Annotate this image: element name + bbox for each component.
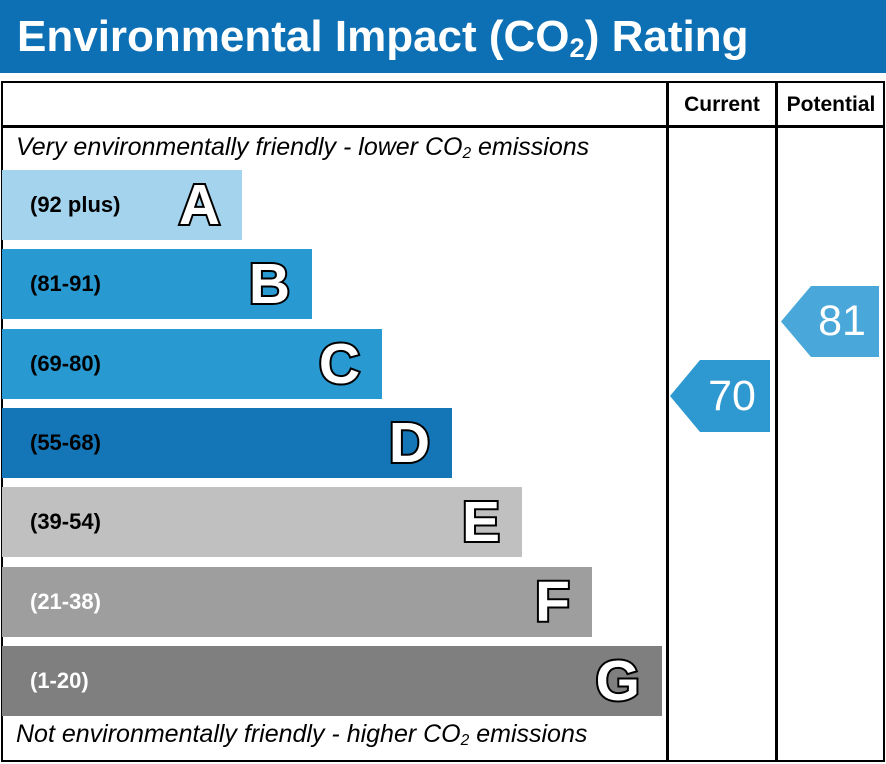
band-letter: G [594,648,642,713]
rating-band-e: (39-54) E [2,487,522,557]
rating-band-f: (21-38) F [2,567,592,637]
band-letter: A [177,172,222,237]
band-letter: E [460,489,502,554]
note-text-part: emissions [471,133,590,161]
bottom-note: Not environmentally friendly - higher CO… [16,720,587,749]
band-letter: F [533,569,572,634]
band-range-label: (21-38) [30,589,101,614]
band-letter: C [317,331,362,396]
note-text-part: Not environmentally friendly - higher CO [16,720,461,748]
band-letter: B [247,251,292,316]
potential-column-divider [775,81,778,762]
rating-band-b: (81-91) B [2,249,312,319]
rating-band-c: (69-80) C [2,329,382,399]
rating-band-a: (92 plus) A [2,170,242,240]
rating-band-g: (1-20) G [2,646,662,716]
note-subscript: 2 [462,145,472,163]
band-range-label: (55-68) [30,430,101,455]
table-header-divider [1,125,885,128]
band-letter: D [387,410,432,475]
top-note: Very environmentally friendly - lower CO… [16,133,589,162]
band-range-label: (92 plus) [30,192,121,217]
current-column-divider [666,81,669,762]
title-subscript: 2 [569,31,585,63]
band-range-label: (81-91) [30,271,101,296]
page-title: Environmental Impact (CO2) Rating [0,11,749,63]
band-range-label: (39-54) [30,509,101,534]
potential-rating-value: 81 [818,297,866,345]
band-range-label: (1-20) [30,668,89,693]
column-header-potential: Potential [786,93,876,116]
note-subscript: 2 [460,732,470,750]
note-text-part: emissions [469,720,588,748]
title-text-part: ) Rating [584,11,749,61]
chart-title-bar: Environmental Impact (CO2) Rating [0,0,886,73]
rating-band-d: (55-68) D [2,408,452,478]
band-range-label: (69-80) [30,351,101,376]
current-rating-value: 70 [708,371,756,420]
title-text-part: Environmental Impact (CO [17,11,570,61]
column-header-current: Current [684,93,760,116]
note-text-part: Very environmentally friendly - lower CO [16,133,463,161]
